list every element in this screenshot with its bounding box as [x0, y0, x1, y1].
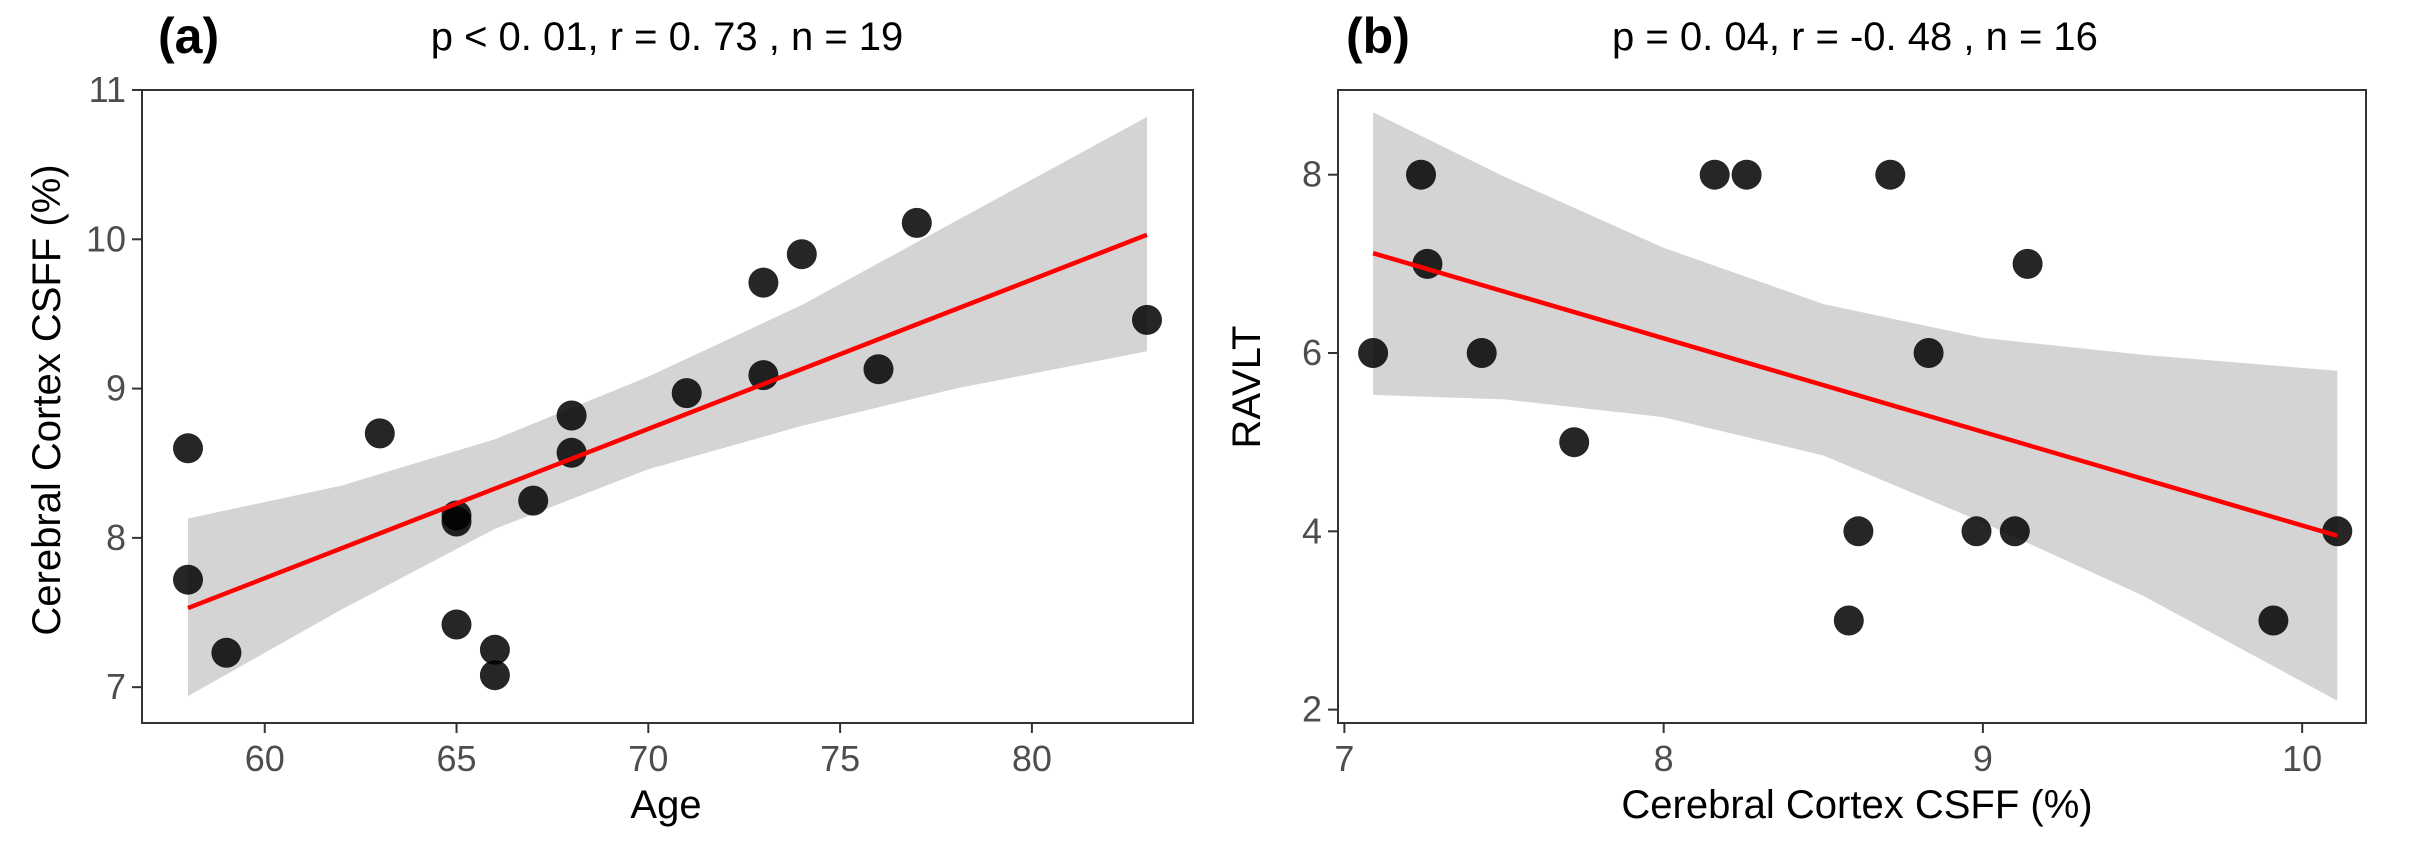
- panel-a-point-7: [441, 609, 472, 640]
- panel-a-ytick-label-7: 7: [106, 666, 126, 707]
- panel-a-point-18: [901, 207, 932, 238]
- panel-a-label: (a): [158, 8, 219, 64]
- panel-a-ytick-label-10: 10: [86, 218, 126, 259]
- panel-b: (b) p = 0. 04, r = -0. 48 , n = 16 7 8 9 10…: [1225, 8, 2367, 827]
- panel-b-xtick-label-8: 8: [1654, 738, 1674, 779]
- panel-a-xticks: 60 65 70 75 80: [245, 723, 1052, 779]
- panel-b-point-7: [1731, 159, 1762, 190]
- panel-b-point-15: [2258, 605, 2289, 636]
- panel-a-xtick-label-70: 70: [628, 738, 668, 779]
- panel-a-point-14: [748, 267, 779, 298]
- panel-b-ytick-label-4: 4: [1302, 510, 1322, 551]
- panel-a-ytick-label-9: 9: [106, 368, 126, 409]
- panel-a-point-11: [556, 400, 587, 431]
- panel-b-confidence-band: [1373, 112, 2338, 701]
- panel-b-xticks: 7 8 9 10: [1334, 723, 2322, 779]
- panel-b-y-axis-title: RAVLT: [1225, 326, 1269, 449]
- panel-b-frame: [1337, 89, 2367, 724]
- panel-b-xtick-label-10: 10: [2282, 738, 2322, 779]
- panel-a: (a) p < 0. 01, r = 0. 73 , n = 19 60 65 70…: [25, 8, 1194, 827]
- panel-a-point-10: [518, 485, 549, 516]
- panel-a-xtick-label-75: 75: [820, 738, 860, 779]
- panel-a-point-13: [671, 378, 702, 409]
- panel-b-points: [1358, 159, 2353, 636]
- panel-a-ytick-label-11: 11: [89, 69, 126, 110]
- panel-b-fit-line: [1372, 250, 2338, 538]
- panel-b-point-5: [1559, 427, 1590, 458]
- panel-b-point-12: [1961, 516, 1992, 547]
- panel-a-xtick-label-80: 80: [1012, 738, 1052, 779]
- panel-a-points: [173, 207, 1162, 691]
- panel-a-gridless-frame: [141, 89, 1194, 724]
- panel-a-plot-frame: [141, 89, 1194, 724]
- panel-a-x-axis-title: Age: [630, 783, 701, 827]
- panel-a-point-19: [1132, 304, 1162, 335]
- panel-a-xtick-label-65: 65: [437, 738, 477, 779]
- panel-a-point-4: [364, 418, 395, 449]
- panel-b-band: [1373, 112, 2338, 701]
- panel-b-xtick-label-7: 7: [1334, 738, 1354, 779]
- panel-a-point-16: [786, 239, 817, 270]
- panel-b-point-8: [1833, 605, 1864, 636]
- panel-b-point-10: [1875, 159, 1906, 190]
- panel-b-yticks: 2 4 6 8: [1302, 154, 1338, 730]
- panel-b-ytick-label-8: 8: [1302, 154, 1322, 195]
- panel-a-xtick-label-60: 60: [245, 738, 285, 779]
- panel-a-y-axis-title: Cerebral Cortex CSFF (%): [25, 164, 69, 635]
- panel-b-xtick-label-9: 9: [1973, 738, 1993, 779]
- panel-a-point-6: [441, 506, 472, 537]
- panel-b-point-6: [1699, 159, 1730, 190]
- panel-a-point-1: [173, 433, 203, 464]
- panel-a-point-3: [211, 637, 242, 668]
- panel-a-point-2: [173, 564, 203, 595]
- panel-b-point-13: [1999, 516, 2030, 547]
- panel-a-fit-line: [187, 232, 1148, 611]
- panel-b-point-14: [2012, 248, 2043, 279]
- panel-a-band: [188, 116, 1147, 697]
- panel-b-point-1: [1358, 338, 1389, 368]
- panel-a-ytick-label-8: 8: [106, 517, 126, 558]
- panel-a-title: p < 0. 01, r = 0. 73 , n = 19: [431, 15, 904, 59]
- panel-b-x-axis-title: Cerebral Cortex CSFF (%): [1621, 783, 2092, 827]
- panel-b-point-9: [1843, 516, 1874, 547]
- panel-b-title: p = 0. 04, r = -0. 48 , n = 16: [1612, 15, 2098, 59]
- panel-b-plot-frame: [1337, 89, 2367, 724]
- panel-b-point-16: [2322, 516, 2353, 547]
- panel-a-point-9: [479, 660, 510, 691]
- panel-b-point-4: [1466, 338, 1497, 368]
- panel-a-yticks: 7 8 9 10 11: [86, 69, 142, 707]
- panel-b-point-11: [1913, 338, 1944, 368]
- panel-b-ytick-label-6: 6: [1302, 332, 1322, 373]
- panel-a-confidence-band: [188, 116, 1147, 697]
- panel-b-point-2: [1406, 159, 1436, 190]
- panel-b-label: (b): [1346, 8, 1410, 64]
- panel-a-point-17: [863, 354, 894, 385]
- panel-b-fit: [1372, 250, 2338, 538]
- panel-a-fit: [187, 232, 1148, 611]
- panel-b-ytick-label-2: 2: [1302, 689, 1322, 730]
- panel-a-point-8: [479, 634, 510, 665]
